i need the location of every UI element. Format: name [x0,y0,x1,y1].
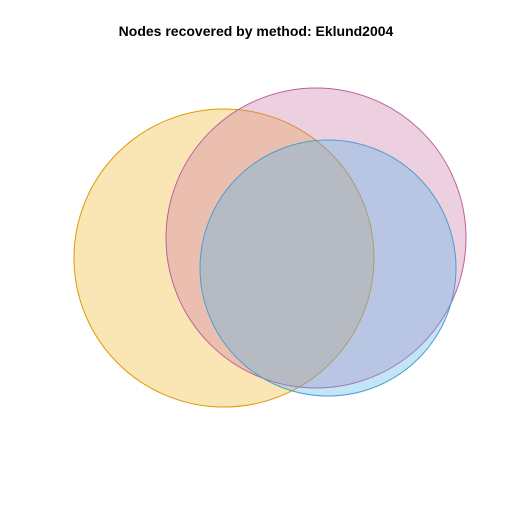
venn-set-blue [199,139,457,397]
chart-title: Nodes recovered by method: Eklund2004 [118,23,394,39]
venn-set-orange [73,108,375,408]
venn-set-pink [165,87,467,389]
